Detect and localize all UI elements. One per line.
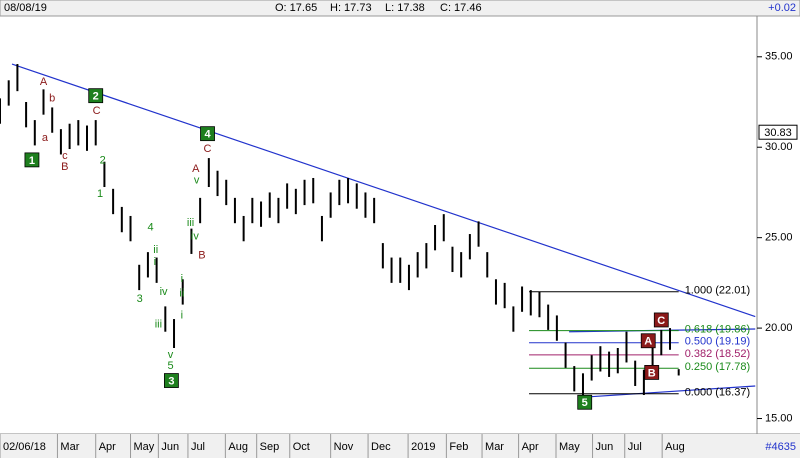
x-tick-label: Dec	[371, 441, 391, 453]
wave-box	[577, 394, 593, 410]
header-change: +0.02	[768, 2, 796, 14]
x-tick-label: Nov	[334, 441, 354, 453]
wave-label: A	[192, 163, 200, 175]
wave-label: C	[657, 315, 665, 327]
y-tick-label: 35.00	[765, 51, 793, 63]
wave-label: iv	[191, 231, 199, 243]
wave-label: ii	[179, 288, 184, 300]
wave-label: B	[198, 250, 205, 262]
wave-label: iii	[187, 217, 194, 229]
header-bar	[0, 0, 800, 17]
header-open: O: 17.65	[275, 2, 317, 14]
x-tick-label: Apr	[99, 441, 116, 453]
wave-box	[88, 88, 104, 104]
wave-box	[644, 365, 660, 380]
x-tick-label: Feb	[449, 441, 468, 453]
price-tag-box	[758, 124, 798, 140]
wave-label: A	[40, 76, 48, 88]
fib-label: 0.250 (17.78)	[685, 361, 750, 373]
x-tick-label: 2019	[411, 441, 435, 453]
wave-label: 2	[100, 155, 106, 167]
wave-label: 4	[204, 129, 211, 141]
x-tick-label: Jun	[596, 441, 614, 453]
x-tick-label: Oct	[293, 441, 310, 453]
wave-label: i	[181, 309, 183, 321]
wave-label: 2	[93, 91, 99, 103]
fib-label: 0.000 (16.37)	[685, 387, 750, 399]
x-axis-bar	[0, 434, 800, 458]
wave-label: i	[154, 256, 156, 268]
wave-box	[640, 333, 656, 349]
y-tick-label: 25.00	[765, 232, 793, 244]
x-tick-label: Jul	[628, 441, 642, 453]
wave-label: 1	[97, 188, 103, 200]
wave-box	[24, 152, 40, 168]
x-tick-label: 02/06/18	[3, 441, 46, 453]
wave-label: 3	[137, 293, 143, 305]
wave-label: v	[194, 175, 200, 187]
trendline	[11, 63, 756, 318]
x-tick-label: Sep	[260, 441, 280, 453]
wave-label: v	[168, 349, 174, 361]
x-tick-label: Aug	[665, 441, 685, 453]
trendline	[589, 385, 756, 398]
y-tick-label: 30.00	[765, 141, 793, 153]
header-close: C: 17.46	[440, 2, 482, 14]
wave-label: 5	[582, 397, 588, 409]
x-tick-label: Jun	[161, 441, 179, 453]
wave-label: iii	[155, 318, 162, 330]
fib-label: 0.500 (19.19)	[685, 336, 750, 348]
x-tick-label: Mar	[485, 441, 504, 453]
header-high: H: 17.73	[330, 2, 372, 14]
x-tick-label: Apr	[522, 441, 539, 453]
wave-label: C	[204, 143, 212, 155]
wave-label: b	[49, 92, 55, 104]
price-tag-label: 30.83	[764, 127, 792, 139]
footer-count: #4635	[765, 441, 796, 453]
wave-label: c	[62, 150, 68, 162]
fib-label: 1.000 (22.01)	[685, 285, 750, 297]
wave-label: a	[42, 132, 49, 144]
wave-box	[653, 312, 669, 328]
x-tick-label: Aug	[228, 441, 248, 453]
wave-label: B	[648, 367, 656, 379]
fib-label: 0.382 (18.52)	[685, 348, 750, 360]
wave-label: A	[644, 336, 652, 348]
x-tick-label: Mar	[60, 441, 79, 453]
x-tick-label: May	[559, 441, 580, 453]
wave-label: i	[181, 273, 183, 285]
header-date: 08/08/19	[4, 2, 47, 14]
wave-label: B	[61, 161, 68, 173]
wave-label: 5	[167, 360, 173, 372]
wave-label: 4	[147, 222, 153, 234]
wave-label: C	[93, 105, 101, 117]
y-tick-label: 20.00	[765, 322, 793, 334]
header-low: L: 17.38	[385, 2, 425, 14]
y-tick-label: 15.00	[765, 412, 793, 424]
wave-box	[164, 373, 179, 388]
wave-label: 3	[168, 375, 174, 387]
x-tick-label: Jul	[191, 441, 205, 453]
wave-label: 1	[29, 155, 35, 167]
wave-box	[200, 126, 215, 142]
wave-label: iv	[160, 286, 168, 298]
fib-label: 0.618 (19.86)	[685, 324, 750, 336]
x-tick-label: May	[134, 441, 155, 453]
wave-label: ii	[153, 244, 158, 256]
